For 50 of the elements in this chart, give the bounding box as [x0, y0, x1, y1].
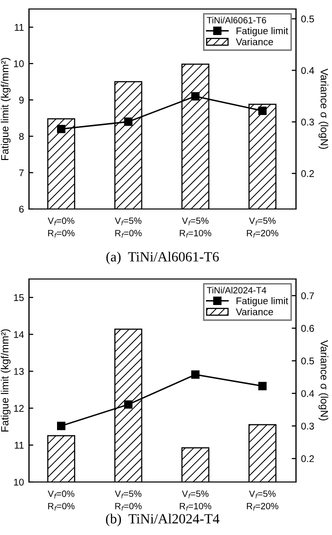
legend-label: Variance: [236, 38, 274, 46]
point: [258, 382, 267, 390]
point: [191, 92, 200, 100]
text: (b) TiNi/Al2024-T4: [106, 514, 220, 526]
y-tick-label: 11: [14, 24, 24, 31]
y-tick-label: 10: [14, 60, 24, 68]
y-tick-label: 7: [19, 169, 24, 176]
y2-axis-title: Variance σ (logN): [318, 340, 328, 420]
y2-tick-label: 0.6: [301, 324, 314, 332]
y-axis-title: Fatigue limit (kgf/mm²): [0, 329, 11, 432]
x-tick-label: V$_{f}$=0% R$_{f}$=0%: [48, 218, 75, 238]
point: [57, 422, 66, 430]
y2-tick-label: 0.3: [301, 118, 314, 126]
y2-axis-title: Variance σ (logN): [318, 68, 328, 149]
x-tick-label: V$_{f}$=5% R$_{f}$=10%: [180, 218, 212, 238]
y-tick-label: 11: [14, 442, 24, 449]
x-tick-label: V$_{f}$=5% R$_{f}$=0%: [114, 218, 142, 238]
y-axis-title: Fatigue limit (kgf/mm²): [0, 58, 11, 160]
legend-title: TiNi/Al6061-T6: [206, 16, 266, 24]
y-tick-label: 14: [14, 331, 24, 338]
y2-tick-label: 0.7: [301, 292, 314, 300]
y-tick-label: 15: [14, 294, 24, 302]
x-tick-label: V$_{f}$=0% R$_{f}$=0%: [48, 490, 75, 511]
legend-label: Fatigue limit: [236, 297, 288, 306]
legend-label: Fatigue limit: [236, 27, 288, 36]
y2-tick-label: 0.3: [301, 422, 314, 430]
y2-tick-label: 0.2: [301, 170, 314, 178]
point: [258, 106, 267, 115]
point: [124, 118, 132, 126]
y-tick-label: 9: [19, 96, 24, 104]
y-tick-label: 6: [19, 206, 24, 213]
point: [57, 124, 66, 134]
y2-tick-label: 0.5: [301, 358, 314, 364]
y-tick-label: 8: [19, 133, 24, 140]
x-tick-label: V$_{f}$=5% R$_{f}$=10%: [180, 490, 212, 511]
y-tick-label: 12: [14, 404, 24, 412]
y-tick-label: 13: [14, 368, 24, 375]
y2-tick-label: 0.5: [301, 16, 314, 22]
text: (a) TiNi/Al6061-T6: [106, 252, 219, 264]
point: [124, 400, 132, 409]
x-tick-label: V$_{f}$=5% R$_{f}$=20%: [246, 490, 278, 511]
y2-tick-label: 0.2: [301, 455, 314, 462]
x-tick-label: V$_{f}$=5% R$_{f}$=0%: [114, 490, 142, 511]
y-tick-label: 10: [14, 478, 24, 486]
x-tick-label: V$_{f}$=5% R$_{f}$=20%: [246, 218, 278, 238]
y2-tick-label: 0.4: [301, 390, 314, 397]
y2-tick-label: 0.4: [301, 67, 314, 74]
legend-title: TiNi/Al2024-T4: [206, 286, 266, 294]
legend-label: Variance: [236, 308, 274, 316]
point: [191, 370, 200, 379]
